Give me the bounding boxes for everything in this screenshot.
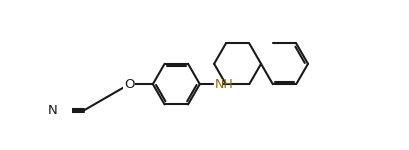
- Text: O: O: [124, 78, 134, 91]
- Text: N: N: [47, 104, 57, 117]
- Text: NH: NH: [214, 78, 233, 91]
